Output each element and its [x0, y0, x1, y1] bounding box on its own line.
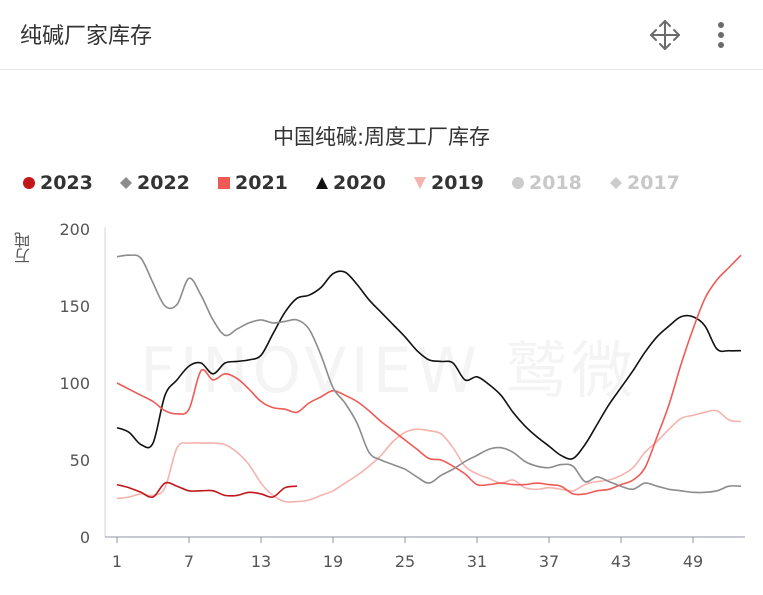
y-tick-label: 0: [80, 528, 90, 547]
x-tick-label: 19: [323, 552, 343, 571]
x-tick-label: 13: [251, 552, 271, 571]
x-tick-label: 25: [395, 552, 415, 571]
legend-label: 2018: [529, 172, 582, 194]
watermark: FINOVIEW 鹫微: [140, 320, 637, 410]
x-tick-label: 43: [611, 552, 631, 571]
x-tick-label: 31: [467, 552, 487, 571]
series-line-2021[interactable]: [116, 254, 742, 496]
legend-label: 2021: [235, 172, 288, 194]
legend-diamond-icon: [120, 177, 132, 189]
legend-label: 2019: [431, 172, 484, 194]
x-tick-label: 1: [112, 552, 122, 571]
series-line-2023[interactable]: [116, 481, 298, 499]
y-tick-label: 200: [59, 220, 90, 239]
chart-title: 中国纯碱:周度工厂库存: [272, 125, 491, 149]
legend-triangle-down-icon: [414, 177, 426, 189]
y-tick-label: 100: [59, 374, 90, 393]
series-line-2022[interactable]: [116, 254, 742, 494]
legend-label: 2023: [40, 172, 93, 194]
x-tick-label: 49: [683, 552, 703, 571]
panel-title: 纯碱厂家库存: [20, 24, 153, 49]
y-tick-label: 50: [70, 451, 90, 470]
legend-circle-icon: [512, 177, 524, 189]
panel-header: 纯碱厂家库存: [0, 0, 763, 70]
x-tick-label: 7: [184, 552, 194, 571]
legend-triangle-icon: [316, 177, 328, 189]
x-tick-label: 37: [539, 552, 559, 571]
legend-label: 2022: [137, 172, 190, 194]
series-line-2020[interactable]: [116, 270, 742, 460]
legend-square-icon: [218, 177, 230, 189]
legend-label: 2020: [333, 172, 386, 194]
legend-diamond-icon: [610, 177, 622, 189]
series-line-2019[interactable]: [116, 409, 742, 503]
move-arrows-icon[interactable]: [648, 18, 682, 52]
vertical-dots-icon[interactable]: [708, 18, 734, 52]
chart-legend: 2023 2022 2021 2020 2019 2018 2017: [0, 170, 763, 200]
legend-label: 2017: [627, 172, 680, 194]
legend-circle-icon: [23, 177, 35, 189]
y-tick-label: 150: [59, 297, 90, 316]
